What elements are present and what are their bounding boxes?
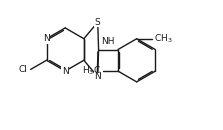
Text: Cl: Cl (19, 65, 28, 74)
Text: CH$_3$: CH$_3$ (154, 32, 173, 45)
Text: N: N (43, 34, 50, 43)
Text: N: N (94, 72, 101, 81)
Text: S: S (95, 18, 101, 27)
Text: N: N (62, 67, 69, 76)
Text: H$_3$C: H$_3$C (82, 65, 101, 77)
Text: NH: NH (101, 37, 115, 46)
